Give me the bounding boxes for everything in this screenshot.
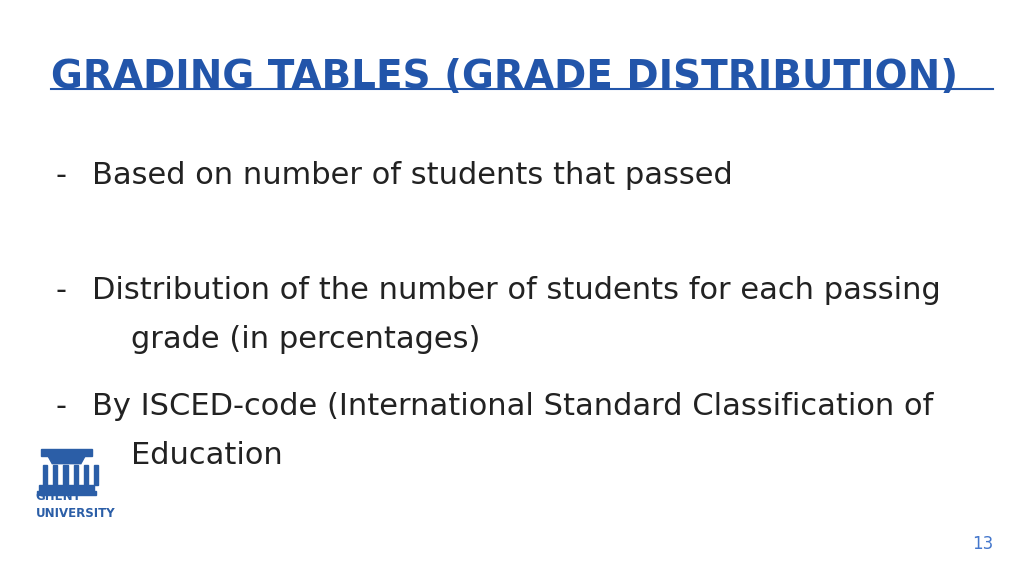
Text: Education: Education	[92, 441, 283, 469]
Text: By ISCED-code (International Standard Classification of: By ISCED-code (International Standard Cl…	[92, 392, 934, 420]
Text: -: -	[56, 392, 67, 420]
Bar	[39, 485, 94, 491]
Bar	[37, 491, 96, 495]
Text: UNIVERSITY: UNIVERSITY	[36, 507, 116, 520]
Polygon shape	[41, 449, 92, 456]
Text: GHENT: GHENT	[36, 490, 82, 503]
Text: Distribution of the number of students for each passing: Distribution of the number of students f…	[92, 276, 941, 305]
Bar	[84, 465, 88, 485]
Text: Based on number of students that passed: Based on number of students that passed	[92, 161, 733, 190]
Text: -: -	[56, 161, 67, 190]
Text: grade (in percentages): grade (in percentages)	[92, 325, 480, 354]
Bar	[53, 465, 57, 485]
Bar	[63, 465, 68, 485]
Bar	[43, 465, 47, 485]
Polygon shape	[48, 456, 85, 464]
Text: -: -	[56, 276, 67, 305]
Bar	[74, 465, 78, 485]
Text: GRADING TABLES (GRADE DISTRIBUTION): GRADING TABLES (GRADE DISTRIBUTION)	[51, 58, 958, 96]
Text: 13: 13	[972, 535, 993, 553]
Bar	[94, 465, 98, 485]
